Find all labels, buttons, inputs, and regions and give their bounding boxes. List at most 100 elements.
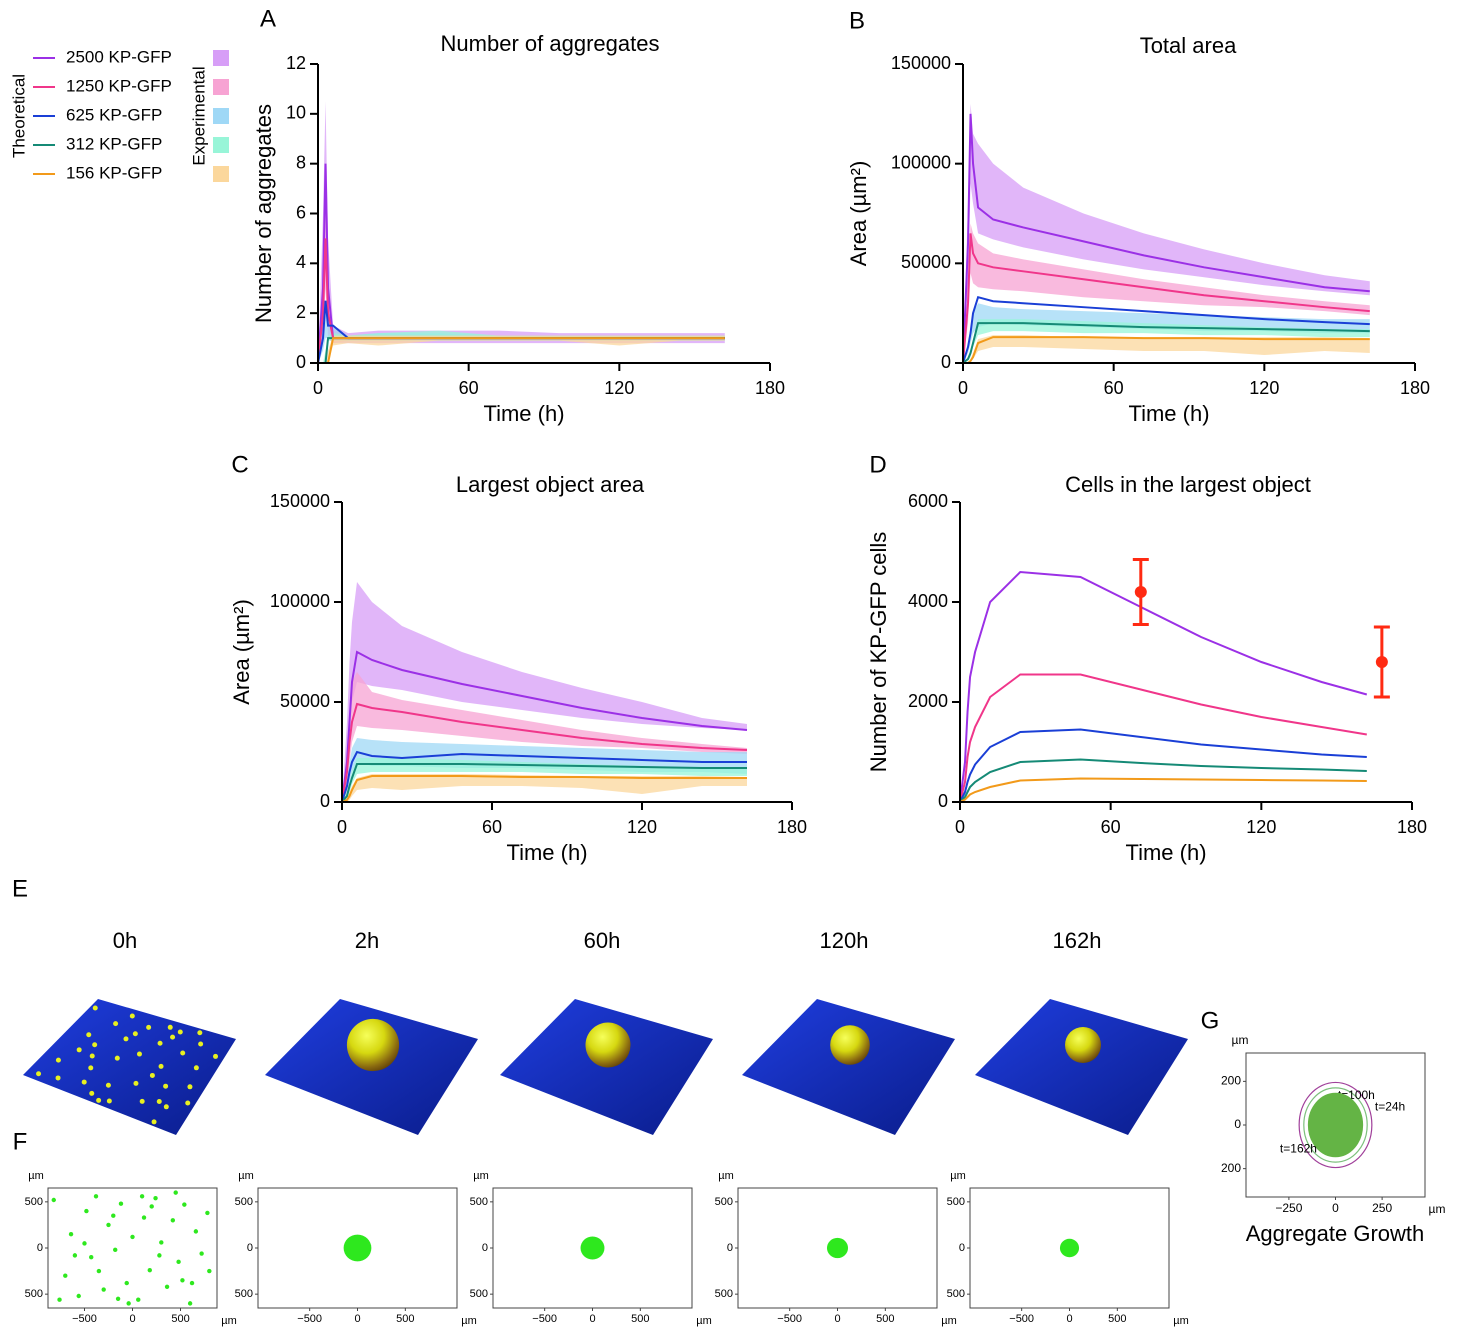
legend-swatch bbox=[213, 166, 229, 182]
legend-swatch bbox=[213, 50, 229, 66]
y-tick-label: 100000 bbox=[891, 152, 951, 172]
circle-label: t=24h bbox=[1375, 1099, 1405, 1113]
cell bbox=[130, 1234, 135, 1240]
cell bbox=[199, 1251, 204, 1256]
y-tick-label: 2 bbox=[296, 302, 306, 322]
x-tick-label: 0 bbox=[354, 1313, 360, 1325]
aggregate-sphere bbox=[830, 1025, 870, 1065]
cell-3d bbox=[55, 1057, 61, 1063]
cell bbox=[51, 1197, 56, 1203]
cell-3d bbox=[146, 1024, 152, 1030]
y-tick-label: 500 bbox=[25, 1196, 43, 1208]
x-tick-label: 180 bbox=[1400, 378, 1430, 398]
x-tick-label: 500 bbox=[396, 1313, 414, 1325]
x-axis-label: Time (h) bbox=[483, 401, 564, 426]
cell-3d bbox=[89, 1053, 95, 1059]
cell bbox=[124, 1280, 129, 1286]
legend-group-label: Experimental bbox=[189, 66, 208, 165]
x-tick-label: 0 bbox=[337, 817, 347, 837]
y-tick-label: 0 bbox=[320, 791, 330, 811]
cell-3d bbox=[114, 1055, 120, 1061]
cell-3d bbox=[92, 1005, 98, 1011]
chart-title: Number of aggregates bbox=[441, 31, 660, 56]
experimental-band bbox=[963, 303, 1370, 363]
y-tick-label: 6 bbox=[296, 202, 306, 222]
series-line bbox=[962, 113, 1370, 364]
plot-frame bbox=[47, 1187, 218, 1309]
cell-3d bbox=[86, 1032, 92, 1038]
y-tick-label: 50000 bbox=[280, 691, 330, 711]
panel-letter: A bbox=[260, 5, 276, 32]
panel-title: Aggregate Growth bbox=[1246, 1221, 1425, 1246]
series-line bbox=[341, 750, 747, 803]
y-tick-label: 0 bbox=[727, 1242, 733, 1254]
cell bbox=[57, 1297, 62, 1302]
panel-letter: B bbox=[849, 7, 865, 34]
cell bbox=[180, 1278, 185, 1283]
y-tick-label: 150000 bbox=[891, 53, 951, 73]
cell-3d bbox=[139, 1098, 145, 1104]
experimental-band bbox=[963, 103, 1370, 363]
experimental-band bbox=[318, 101, 725, 363]
x-tick-label: 500 bbox=[1108, 1313, 1126, 1325]
cell-3d bbox=[88, 1065, 94, 1071]
time-label: 120h bbox=[820, 928, 869, 953]
cell-3d bbox=[113, 1021, 119, 1027]
cell bbox=[63, 1273, 68, 1278]
substrate-surface bbox=[975, 999, 1188, 1135]
cell bbox=[157, 1253, 162, 1258]
circle-label: t=162h bbox=[1280, 1142, 1317, 1156]
legend-swatch bbox=[213, 79, 229, 95]
y-tick-label: 500 bbox=[715, 1196, 733, 1208]
y-tick-label: 200 bbox=[1221, 1161, 1241, 1175]
experimental-band bbox=[963, 223, 1370, 363]
y-tick-label: 8 bbox=[296, 152, 306, 172]
x-axis-label: Time (h) bbox=[1125, 840, 1206, 865]
cell bbox=[106, 1222, 111, 1228]
y-tick-label: 100000 bbox=[270, 591, 330, 611]
experimental-point bbox=[1375, 656, 1388, 668]
unit-label: µm bbox=[238, 1170, 254, 1182]
experimental-band bbox=[342, 582, 747, 802]
x-tick-label: 0 bbox=[129, 1313, 135, 1325]
y-axis-label: Area (µm²) bbox=[229, 599, 254, 705]
aggregate bbox=[343, 1234, 372, 1262]
cell bbox=[170, 1218, 176, 1223]
cell-3d bbox=[180, 1050, 186, 1056]
series-line bbox=[959, 777, 1367, 803]
cell bbox=[173, 1190, 178, 1195]
time-label: 162h bbox=[1053, 928, 1102, 953]
cell-3d bbox=[105, 1082, 111, 1088]
series-line bbox=[341, 763, 747, 803]
chart-title: Total area bbox=[1140, 33, 1237, 58]
legend-label: 1250 KP-GFP bbox=[66, 76, 172, 95]
x-tick-label: 60 bbox=[482, 817, 502, 837]
chart-title: Cells in the largest object bbox=[1065, 472, 1311, 497]
cell bbox=[182, 1202, 187, 1207]
x-tick-label: 0 bbox=[958, 378, 968, 398]
panel-letter: D bbox=[869, 451, 886, 478]
y-tick-label: 500 bbox=[470, 1196, 488, 1208]
cell bbox=[115, 1296, 121, 1301]
legend-label: 2500 KP-GFP bbox=[66, 47, 172, 66]
y-tick-label: 0 bbox=[37, 1242, 43, 1254]
y-tick-label: 0 bbox=[959, 1242, 965, 1254]
legend-label: 312 KP-GFP bbox=[66, 134, 162, 153]
x-tick-label: 0 bbox=[1332, 1201, 1339, 1215]
cell-3d bbox=[89, 1090, 95, 1096]
cell-3d bbox=[129, 1013, 135, 1019]
substrate-surface bbox=[23, 999, 236, 1135]
x-tick-label: 180 bbox=[777, 817, 807, 837]
cell-3d bbox=[185, 1100, 191, 1106]
cell bbox=[126, 1301, 131, 1306]
y-tick-label: 500 bbox=[715, 1288, 733, 1300]
unit-label: µm bbox=[950, 1170, 966, 1182]
series-line bbox=[962, 296, 1370, 364]
time-label: 0h bbox=[113, 928, 137, 953]
legend-label: 625 KP-GFP bbox=[66, 105, 162, 124]
cell-3d bbox=[81, 1079, 87, 1085]
x-tick-label: 60 bbox=[1104, 378, 1124, 398]
x-tick-label: 0 bbox=[1066, 1313, 1072, 1325]
